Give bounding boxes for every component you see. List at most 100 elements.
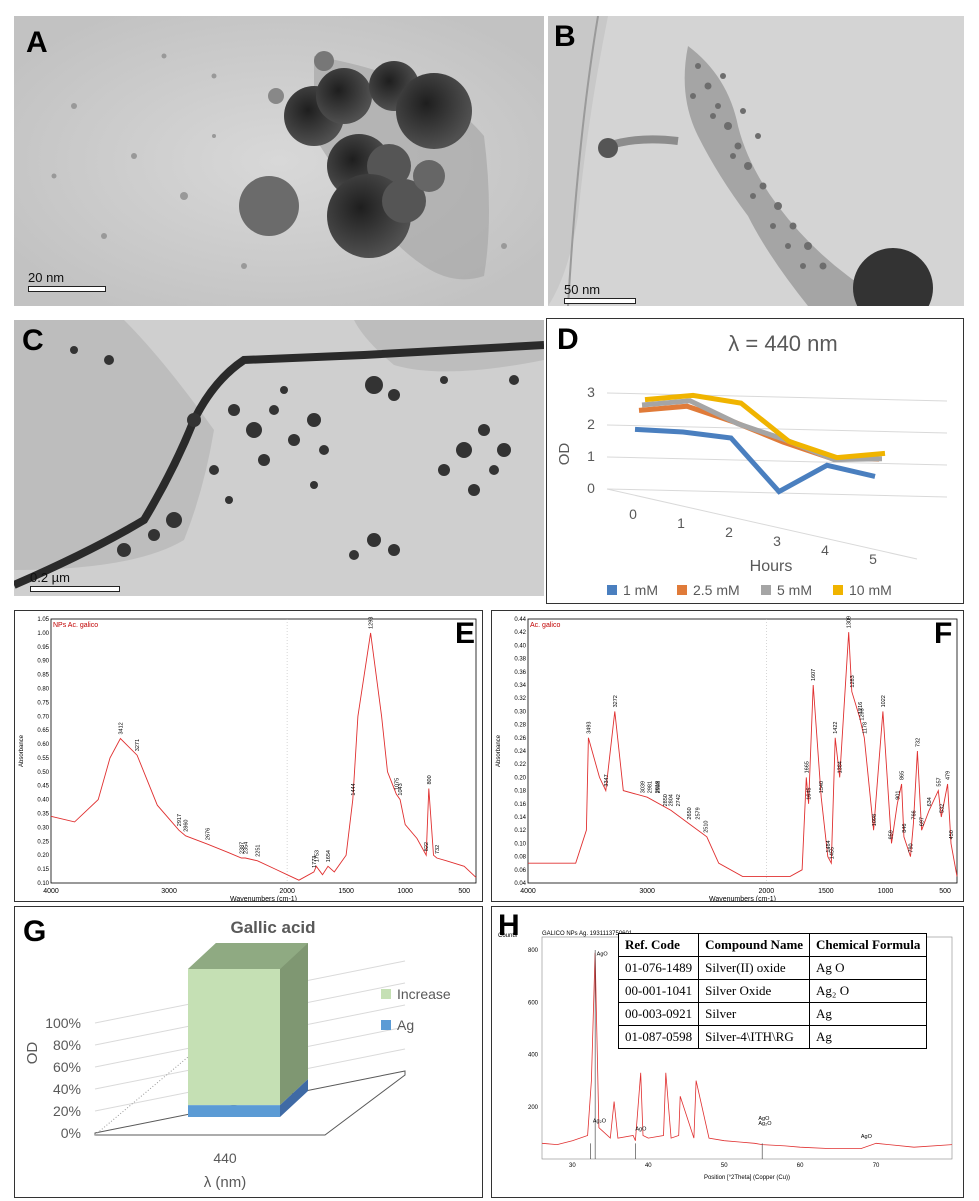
panel-label-h: H xyxy=(498,909,520,942)
peak-label: 557 xyxy=(936,777,942,786)
chart-d: λ = 440 nm 0 1 2 3 0 1 2 3 4 5 OD Hours 1 mM 2.5 … xyxy=(556,331,948,598)
y-axis-label: OD xyxy=(24,1042,41,1065)
chart-series xyxy=(634,392,886,495)
panel-label-e: E xyxy=(455,617,476,650)
peak-label: 1203 xyxy=(859,708,865,720)
peak-label: 800 xyxy=(427,775,433,784)
legend-swatch xyxy=(833,585,843,595)
tem-image-c xyxy=(14,320,544,596)
x-tick-labels: 0 1 2 3 4 5 xyxy=(629,506,877,567)
y-tick-label: 200 xyxy=(528,1105,539,1111)
peak-label: 1022 xyxy=(881,695,887,707)
y-tick-label: 80% xyxy=(53,1037,81,1053)
chart-f: Ac. galico 4000 3000 2000 1500 1000 500 0.04 0.0… xyxy=(496,616,958,901)
peak-label: 822 xyxy=(424,842,430,851)
y-tick-label: 0.60 xyxy=(37,742,49,748)
scale-bar-line xyxy=(564,298,636,304)
legend-swatch xyxy=(761,585,771,595)
y-tick-label: 400 xyxy=(528,1053,539,1059)
peak-label: 1216 xyxy=(858,702,864,714)
y-tick-label: 1.05 xyxy=(37,617,49,623)
chart-e: NPs Ac. galico 4000 3000 2000 1500 1000 500 0.1… xyxy=(19,617,477,901)
y-axis-label: Absorbance xyxy=(496,734,502,767)
legend-swatch xyxy=(607,585,617,595)
y-tick-label: 0.34 xyxy=(514,683,526,689)
table-cell: Ag xyxy=(809,1002,928,1026)
y-tick-label: 0.10 xyxy=(37,881,49,887)
y-tick-label: 0.26 xyxy=(514,736,526,742)
peak-label: 1098 xyxy=(872,814,878,826)
peak-label: 1043 xyxy=(398,783,404,795)
panel-c: C 0.2 µm xyxy=(14,320,544,596)
y-tick-label: 0.22 xyxy=(514,762,526,768)
table-cell: 01-087-0598 xyxy=(617,1025,700,1049)
x-tick-label: 440 xyxy=(213,1150,237,1166)
reference-table-box: Ref. Code Compound Name Chemical Formula 0… xyxy=(617,933,928,1049)
legend-swatch xyxy=(677,585,687,595)
table-cell: Ag₂ O xyxy=(809,979,928,1003)
peak-label: 1484 xyxy=(826,840,832,852)
y-tick-label: 0% xyxy=(61,1125,81,1141)
peak-label: 3272 xyxy=(613,695,619,707)
y-tick-label: 0.65 xyxy=(37,728,49,734)
peak-label: 2354 xyxy=(243,842,249,854)
scale-bar-label: 50 nm xyxy=(564,282,601,297)
table-header-cell: Chemical Formula xyxy=(809,933,928,957)
scale-bar-c: 0.2 µm xyxy=(30,570,120,592)
peak-label: 3412 xyxy=(118,722,124,734)
chart-title: Gallic acid xyxy=(230,918,315,937)
x-tick-label: 1000 xyxy=(878,888,894,895)
y-tick-label: 800 xyxy=(528,948,539,954)
peak-label: 2579 xyxy=(695,807,701,819)
y-tick-label: 2 xyxy=(587,416,595,432)
peak-label: 1309 xyxy=(847,616,853,628)
peak-label: 2742 xyxy=(676,794,682,806)
x-tick-label: 5 xyxy=(869,551,877,567)
y-tick-label: 0.14 xyxy=(514,815,526,821)
bar-side-increase xyxy=(280,943,308,1106)
x-tick-label: 30 xyxy=(569,1163,576,1169)
peak-label: 766 xyxy=(911,810,917,819)
x-tick-label: 4000 xyxy=(43,888,59,895)
y-tick-label: 60% xyxy=(53,1059,81,1075)
x-tick-label: 3 xyxy=(773,533,781,549)
peak-label: 865 xyxy=(900,771,906,780)
peak-label: 697 xyxy=(920,817,926,826)
x-tick-label: 4 xyxy=(821,542,829,558)
y-tick-label: 0.06 xyxy=(514,868,526,874)
peak-label: 2387 xyxy=(239,842,245,854)
x-tick-label: 1000 xyxy=(397,888,413,895)
series-line xyxy=(644,392,886,461)
spectrum-line xyxy=(50,632,477,881)
panel-label-f: F xyxy=(934,617,953,650)
chart-legend: 1 mM 2.5 mM 5 mM 10 mM xyxy=(607,582,892,598)
gridline xyxy=(606,392,948,402)
y-tick-label: 0.35 xyxy=(37,812,49,818)
peak-label: 1540 xyxy=(819,781,825,793)
x-tick-label: 4000 xyxy=(520,888,536,895)
legend-item: 10 mM xyxy=(833,582,892,598)
scale-bar-line xyxy=(30,586,120,592)
x-axis-label: Wavenumbers (cm-1) xyxy=(709,896,776,901)
x-tick-label: 3000 xyxy=(639,888,655,895)
peak-label: 2850 xyxy=(663,794,669,806)
y-tick-label: 3 xyxy=(587,384,595,400)
x-tick-label: 500 xyxy=(458,888,470,895)
peak-label: 2860 xyxy=(184,820,190,832)
y-tick-label: 0.40 xyxy=(514,643,526,649)
y-tick-label: 0.36 xyxy=(514,670,526,676)
x-tick-label: 1500 xyxy=(338,888,354,895)
legend-label: Ag xyxy=(397,1017,414,1033)
panel-label-b: B xyxy=(554,20,576,53)
peak-label: AgO xyxy=(861,1134,873,1140)
panel-a: A 20 nm xyxy=(14,16,544,306)
peak-label: 1178 xyxy=(862,722,868,734)
table-cell: Silver xyxy=(698,1002,811,1026)
x-tick-label: 2 xyxy=(725,524,733,540)
panel-label-d: D xyxy=(557,323,579,356)
peak-label: 3039 xyxy=(641,781,647,793)
panel-e: E NPs Ac. galico 4000 3000 2000 1500 1000 500 0… xyxy=(14,610,483,902)
peak-label: 3271 xyxy=(135,739,141,751)
panel-label-a: A xyxy=(26,26,48,59)
legend-label: 1 mM xyxy=(623,582,658,598)
